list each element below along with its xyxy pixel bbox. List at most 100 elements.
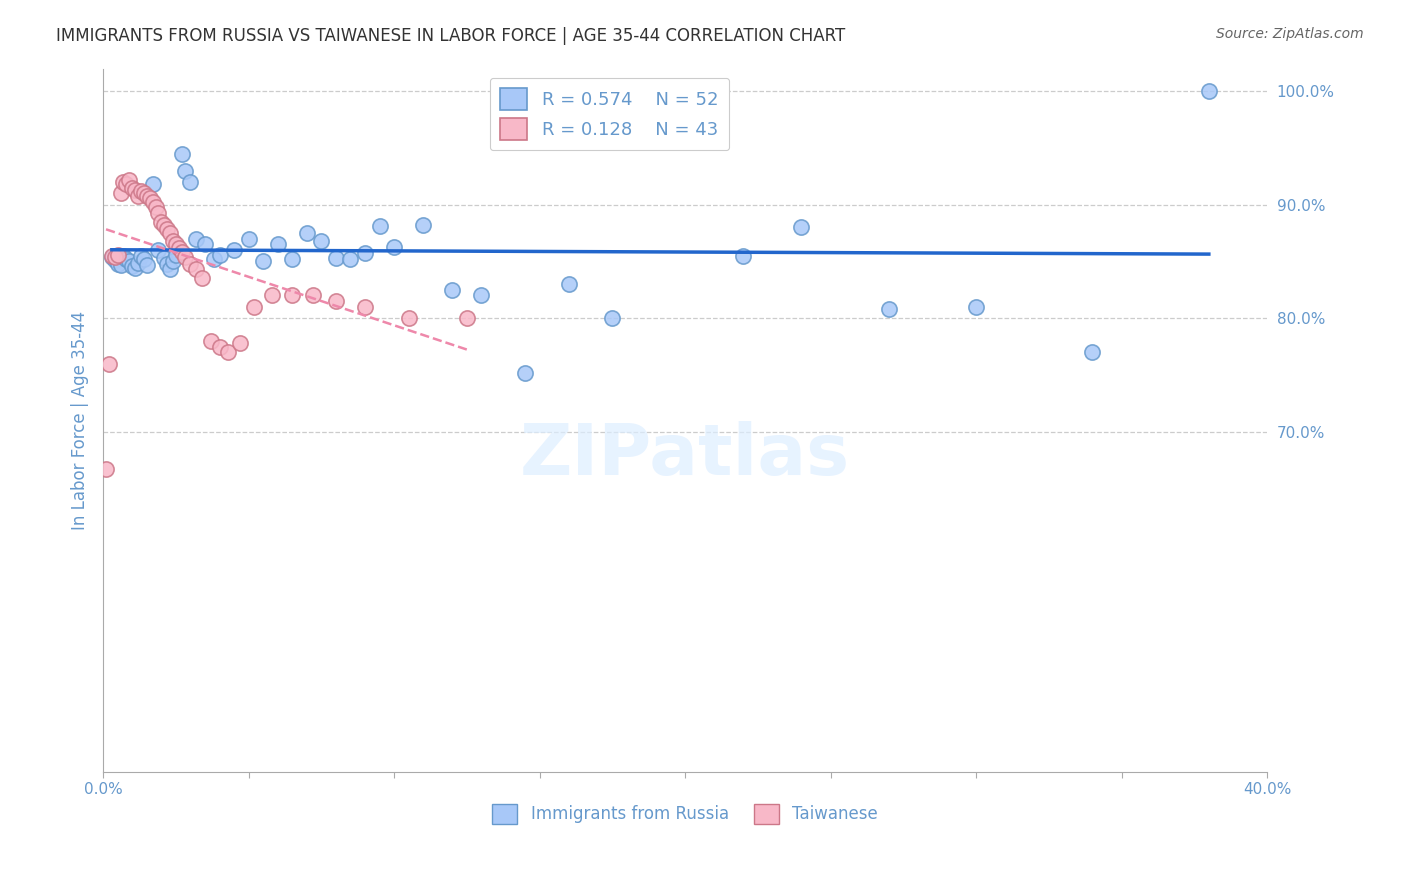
Point [129,184,152,198]
Point [121,180,143,194]
Point [202,252,225,267]
Point [118,172,141,186]
Point [301,288,323,302]
Point [170,245,193,260]
Point [173,163,195,178]
Point [94,462,117,476]
Point [470,288,492,302]
Point [194,237,217,252]
Point [156,221,179,235]
Point [104,253,127,268]
Point [191,271,214,285]
Point [412,218,434,232]
Point [877,302,900,317]
Point [145,200,167,214]
Point [1081,345,1104,359]
Point [441,283,464,297]
Point [142,195,165,210]
Point [101,249,124,263]
Point [162,254,184,268]
Point [295,226,318,240]
Point [217,345,239,359]
Point [200,334,222,348]
Point [260,288,283,302]
Point [267,237,290,252]
Point [107,257,129,271]
Point [229,336,252,351]
Point [398,311,420,326]
Point [115,252,138,267]
Point [186,232,208,246]
Point [368,219,391,234]
Point [156,257,179,271]
Text: Source: ZipAtlas.com: Source: ZipAtlas.com [1216,27,1364,41]
Point [208,247,231,261]
Point [659,84,682,98]
Point [965,300,987,314]
Point [115,178,138,192]
Point [186,262,208,277]
Point [208,339,231,353]
Point [311,234,333,248]
Point [238,232,260,246]
Point [153,218,176,232]
Point [110,258,132,272]
Point [165,247,187,261]
Point [170,146,193,161]
Point [790,220,813,235]
Point [252,254,274,268]
Point [148,205,170,219]
Point [112,249,135,263]
Point [173,250,195,264]
Point [124,261,146,276]
Point [127,255,149,269]
Text: IMMIGRANTS FROM RUSSIA VS TAIWANESE IN LABOR FORCE | AGE 35-44 CORRELATION CHART: IMMIGRANTS FROM RUSSIA VS TAIWANESE IN L… [56,27,845,45]
Point [354,246,377,260]
Point [339,252,361,267]
Point [281,252,304,267]
Point [110,186,132,201]
Point [243,300,266,314]
Legend: Immigrants from Russia, Taiwanese: Immigrants from Russia, Taiwanese [482,794,887,834]
Point [513,366,536,380]
Point [165,237,187,252]
Point [602,311,624,326]
Point [138,191,160,205]
Point [167,241,190,255]
Point [325,251,347,265]
Point [121,259,143,273]
Point [222,243,245,257]
Point [281,288,304,302]
Point [127,188,149,202]
Text: ZIPatlas: ZIPatlas [520,421,851,490]
Point [135,188,157,202]
Point [132,252,155,267]
Point [118,254,141,268]
Point [1198,84,1220,98]
Point [162,234,184,248]
Point [150,215,173,229]
Point [153,251,176,265]
Point [456,311,478,326]
Point [179,257,201,271]
Point [382,240,405,254]
Point [179,175,201,189]
Point [354,300,377,314]
Y-axis label: In Labor Force | Age 35-44: In Labor Force | Age 35-44 [72,310,89,530]
Point [733,249,755,263]
Point [148,243,170,257]
Point [97,357,120,371]
Point [129,249,152,263]
Point [107,247,129,261]
Point [159,226,181,240]
Point [112,175,135,189]
Point [135,258,157,272]
Point [325,294,347,309]
Point [142,178,165,192]
Point [159,262,181,277]
Point [101,250,124,264]
Point [104,250,127,264]
Point [132,186,155,201]
Point [124,183,146,197]
Point [557,277,579,292]
